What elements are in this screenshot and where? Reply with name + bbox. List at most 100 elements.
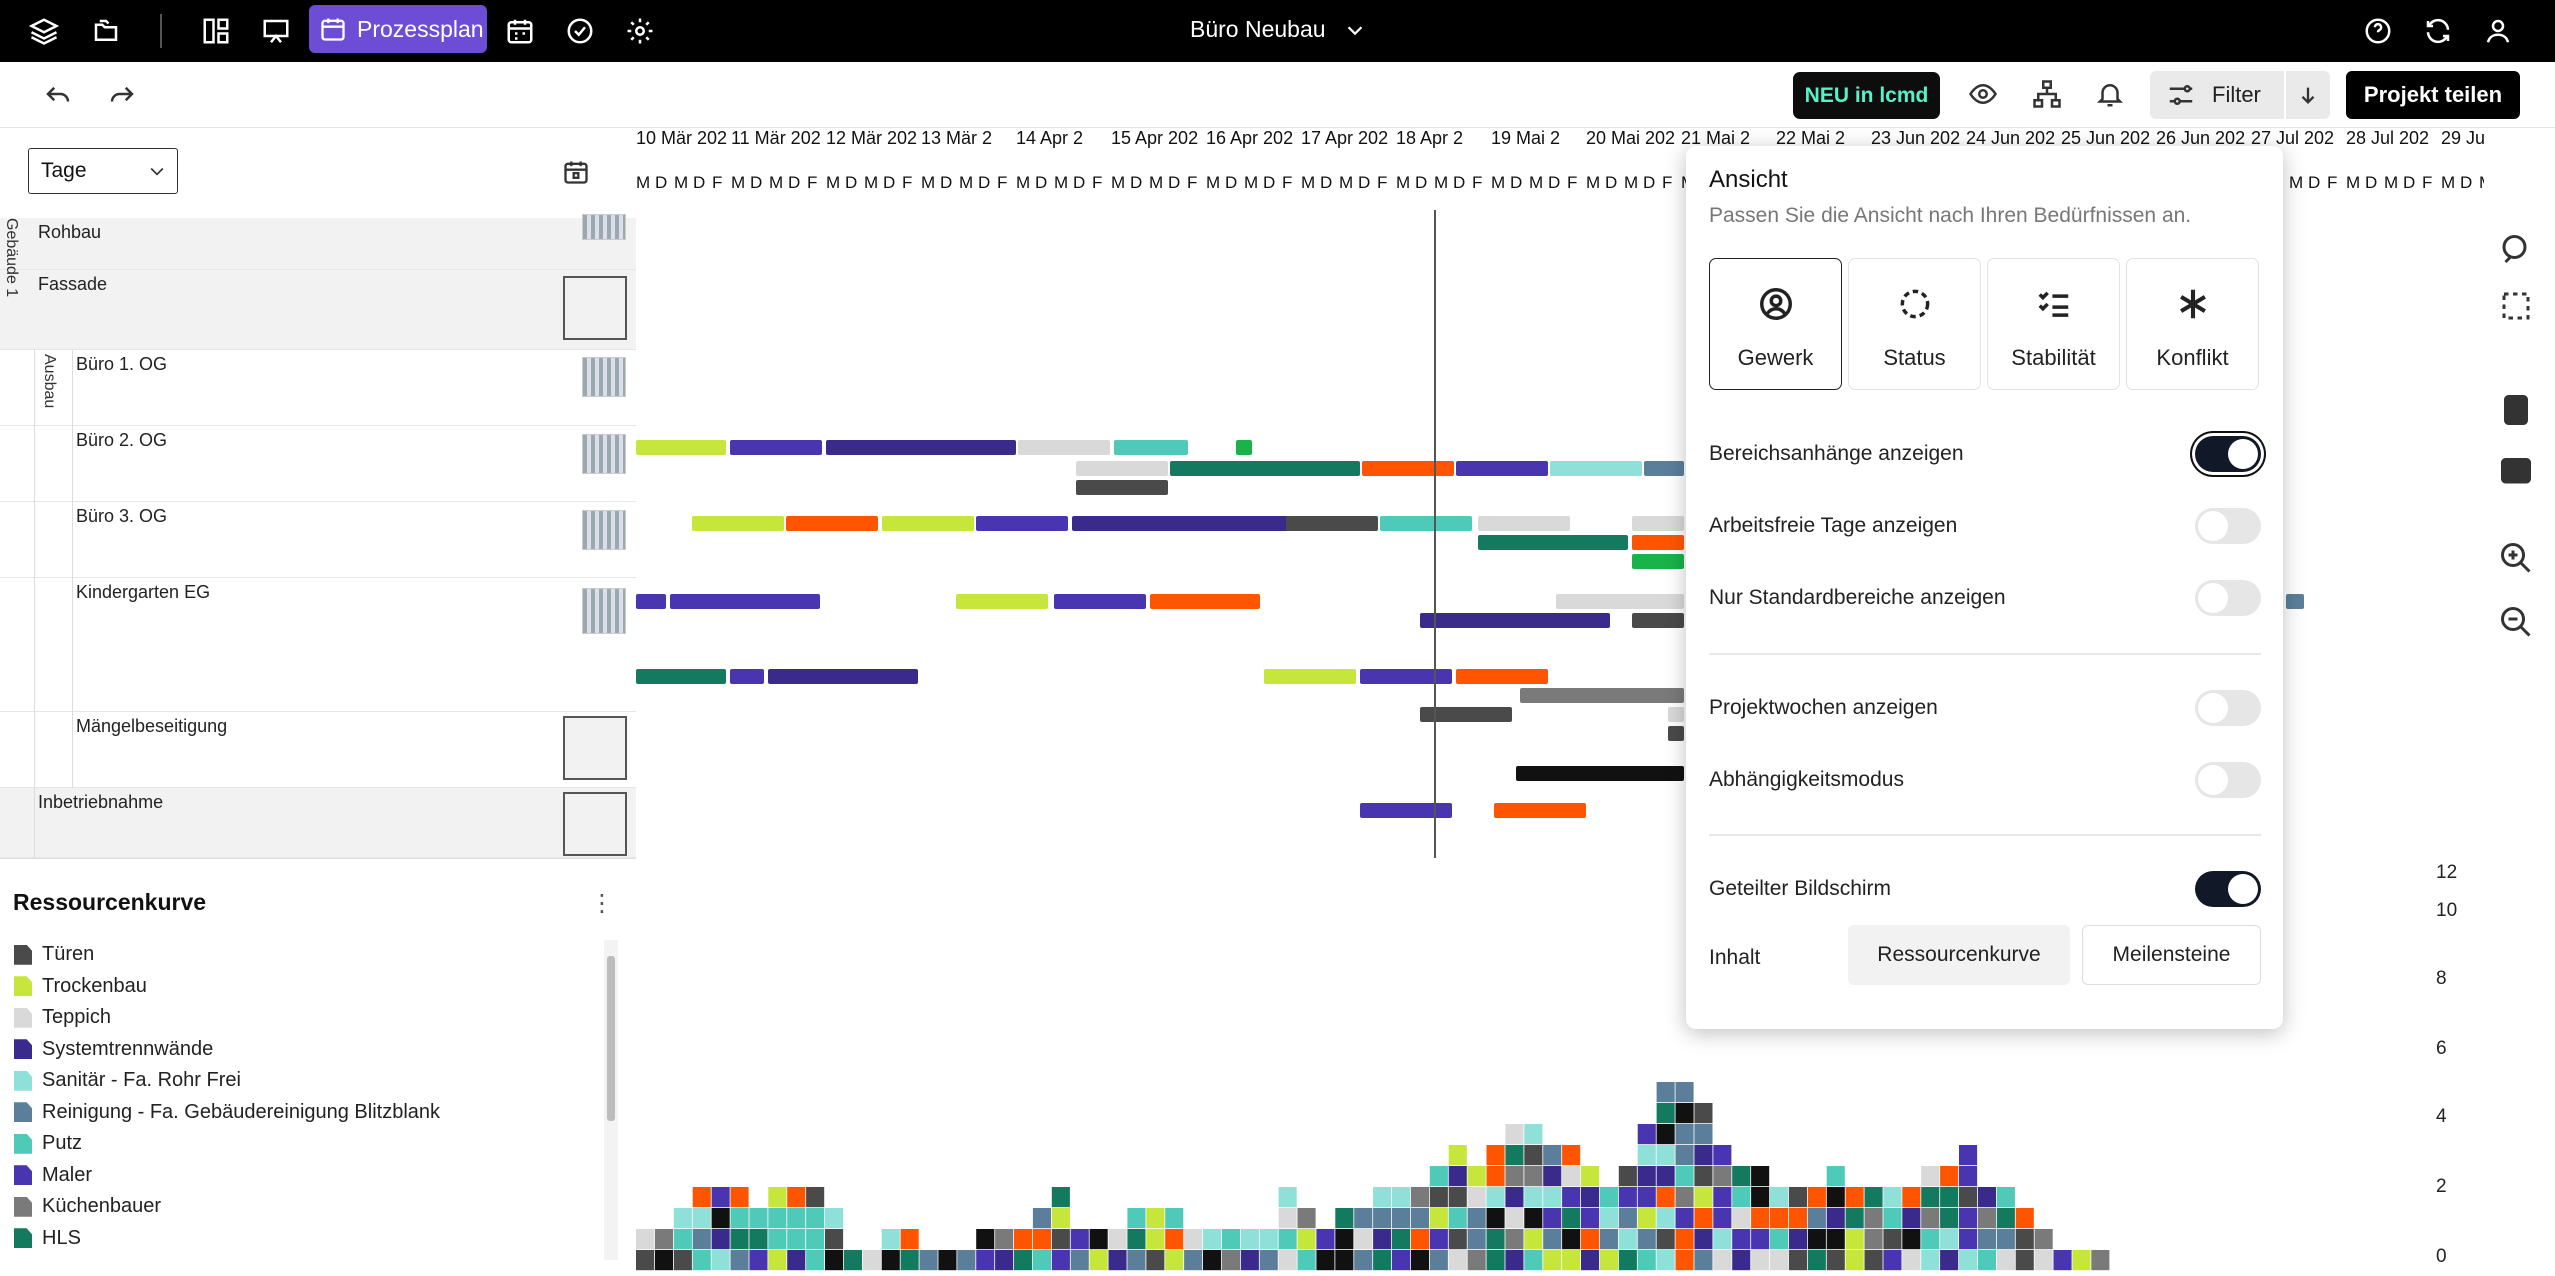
task-bar[interactable] (956, 594, 1048, 609)
undo-icon[interactable] (38, 74, 78, 114)
task-bar[interactable] (1456, 461, 1548, 476)
task-bar[interactable] (636, 669, 726, 684)
neu-in-lcmd-button[interactable]: NEU in lcmd (1793, 72, 1940, 119)
tab-prozessplan[interactable]: Prozessplan (309, 5, 487, 53)
calendar-today-icon[interactable] (562, 158, 592, 188)
task-bar[interactable] (1640, 594, 1684, 609)
scrollbar-thumb[interactable] (607, 956, 615, 1121)
zoom-in-icon[interactable] (2498, 540, 2538, 580)
task-bar[interactable] (1520, 688, 1684, 703)
toggle-arbeitsfreie-tage[interactable] (2195, 508, 2261, 544)
task-bar[interactable] (636, 594, 666, 609)
task-bar[interactable] (1550, 461, 1642, 476)
toggle-standardbereiche[interactable] (2195, 580, 2261, 616)
folders-icon[interactable] (86, 11, 126, 51)
content-meilensteine-button[interactable]: Meilensteine (2082, 925, 2261, 985)
task-bar[interactable] (786, 516, 878, 531)
task-bar[interactable] (826, 440, 1016, 455)
calculator-icon[interactable] (2498, 392, 2538, 432)
task-bar[interactable] (976, 516, 1068, 531)
legend-item[interactable]: Teppich (14, 1002, 604, 1034)
calendar-table-icon[interactable] (2498, 452, 2538, 492)
task-bar[interactable] (1360, 669, 1452, 684)
content-ressourcenkurve-button[interactable]: Ressourcenkurve (1848, 925, 2070, 985)
zoom-select[interactable]: Tage (28, 148, 178, 194)
share-project-button[interactable]: Projekt teilen (2346, 71, 2520, 119)
toggle-abhaengigkeitsmodus[interactable] (2195, 762, 2261, 798)
task-bar[interactable] (1286, 516, 1378, 531)
area-thumbnail[interactable] (563, 276, 627, 340)
task-bar[interactable] (1360, 803, 1452, 818)
more-options-icon[interactable]: ⋮ (590, 890, 614, 917)
user-icon[interactable] (2478, 11, 2518, 51)
option-gewerk[interactable]: Gewerk (1709, 258, 1842, 390)
task-bar[interactable] (1494, 803, 1586, 818)
legend-item[interactable]: Sanitär - Fa. Rohr Frei (14, 1065, 604, 1097)
task-bar[interactable] (1516, 766, 1684, 781)
task-bar[interactable] (1018, 440, 1110, 455)
eye-icon[interactable] (1963, 74, 2003, 114)
task-bar[interactable] (1668, 726, 1684, 741)
select-area-icon[interactable] (2498, 288, 2538, 328)
gear-icon[interactable] (620, 11, 660, 51)
legend-item[interactable]: Küchenbauer (14, 1191, 604, 1223)
area-thumbnail[interactable] (582, 434, 626, 474)
task-bar[interactable] (1072, 516, 1304, 531)
task-bar[interactable] (1644, 461, 1684, 476)
task-bar[interactable] (1236, 440, 1252, 455)
task-bar[interactable] (1478, 535, 1628, 550)
task-bar[interactable] (1170, 461, 1360, 476)
task-bar[interactable] (1114, 440, 1188, 455)
task-bar[interactable] (730, 669, 764, 684)
bell-icon[interactable] (2090, 74, 2130, 114)
toggle-geteilter-bildschirm[interactable] (2195, 871, 2261, 907)
task-bar[interactable] (1076, 480, 1168, 495)
check-circle-icon[interactable] (560, 11, 600, 51)
task-bar[interactable] (1054, 594, 1146, 609)
calendar-grid-icon[interactable] (500, 11, 540, 51)
legend-item[interactable]: Trockenbau (14, 971, 604, 1003)
legend-item[interactable]: HLS (14, 1223, 604, 1255)
task-bar[interactable] (1556, 594, 1648, 609)
legend-item[interactable]: Maler (14, 1160, 604, 1192)
task-bar[interactable] (730, 440, 822, 455)
task-bar[interactable] (768, 669, 918, 684)
area-thumbnail[interactable] (582, 588, 626, 634)
task-bar[interactable] (636, 440, 726, 455)
task-bar[interactable] (1380, 516, 1472, 531)
option-konflikt[interactable]: Konflikt (2126, 258, 2259, 390)
area-thumbnail[interactable] (582, 510, 626, 550)
task-bar[interactable] (1632, 516, 1684, 531)
presentation-icon[interactable] (256, 11, 296, 51)
zoom-out-icon[interactable] (2498, 604, 2538, 644)
legend-item[interactable]: Putz (14, 1128, 604, 1160)
task-bar[interactable] (1420, 707, 1512, 722)
task-bar[interactable] (1632, 535, 1684, 550)
toggle-projektwochen[interactable] (2195, 690, 2261, 726)
task-bar[interactable] (1076, 461, 1168, 476)
area-thumbnail[interactable] (563, 792, 627, 856)
task-bar[interactable] (1420, 613, 1610, 628)
option-status[interactable]: Status (1848, 258, 1981, 390)
task-bar[interactable] (1456, 669, 1548, 684)
hierarchy-icon[interactable] (2027, 74, 2067, 114)
task-bar[interactable] (1150, 594, 1260, 609)
task-bar[interactable] (1632, 613, 1684, 628)
task-bar[interactable] (1478, 516, 1570, 531)
task-bar[interactable] (2286, 594, 2304, 609)
legend-item[interactable]: Systemtrennwände (14, 1034, 604, 1066)
task-bar[interactable] (1668, 707, 1684, 722)
redo-icon[interactable] (102, 74, 142, 114)
option-stabilitaet[interactable]: Stabilität (1987, 258, 2120, 390)
help-icon[interactable] (2358, 11, 2398, 51)
task-bar[interactable] (1632, 554, 1684, 569)
legend-item[interactable]: Reinigung - Fa. Gebäudereinigung Blitzbl… (14, 1097, 604, 1129)
task-bar[interactable] (670, 594, 820, 609)
task-bar[interactable] (882, 516, 974, 531)
refresh-icon[interactable] (2418, 11, 2458, 51)
task-bar[interactable] (1362, 461, 1454, 476)
area-thumbnail[interactable] (582, 214, 626, 240)
toggle-bereichsanhaenge[interactable] (2195, 436, 2261, 472)
legend-scrollbar[interactable] (604, 940, 618, 1260)
area-thumbnail[interactable] (582, 357, 626, 397)
